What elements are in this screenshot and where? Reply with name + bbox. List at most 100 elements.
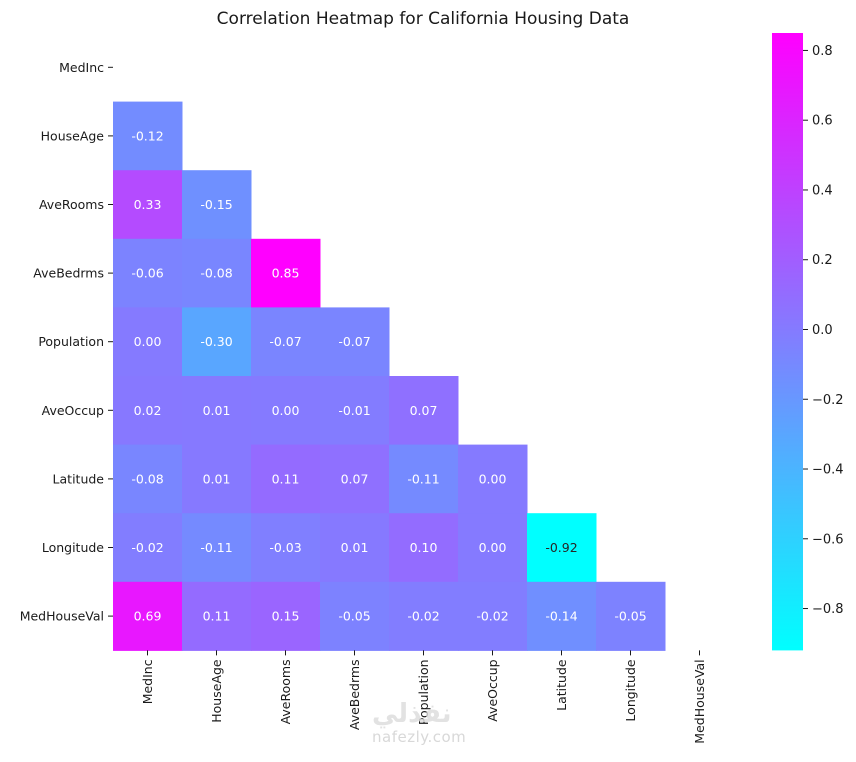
cell-label: 0.01 (203, 471, 231, 486)
cell-label: 0.00 (134, 334, 162, 349)
y-tick-label: Longitude (42, 540, 104, 555)
cell-label: 0.11 (203, 609, 231, 624)
y-tick-label: Latitude (53, 471, 105, 486)
cell-label: -0.08 (131, 471, 163, 486)
heatmap-cell (113, 513, 183, 583)
colorbar-tick-label: −0.6 (812, 532, 844, 547)
cell-label: -0.02 (407, 609, 439, 624)
x-tick-label: Population (416, 659, 431, 725)
cell-label: 0.85 (272, 266, 300, 281)
y-tick-label: Population (38, 334, 104, 349)
heatmap-cell (182, 581, 252, 651)
cell-label: 0.00 (272, 403, 300, 418)
colorbar-tick-label: 0.8 (812, 44, 833, 59)
chart-title: Correlation Heatmap for California Housi… (217, 9, 630, 29)
cell-label: -0.07 (269, 334, 301, 349)
cell-label: 0.00 (479, 471, 507, 486)
colorbar-tick-label: 0.4 (812, 183, 833, 198)
heatmap-cell (458, 444, 528, 514)
heatmap-cell (527, 581, 597, 651)
heatmap-cell (182, 170, 252, 240)
y-tick-label: AveOccup (42, 403, 104, 418)
heatmap-cell (113, 101, 183, 171)
heatmap-cell (182, 238, 252, 308)
watermark-arabic: نفذلي (372, 699, 452, 729)
x-tick-label: AveRooms (278, 659, 293, 724)
cell-label: -0.11 (407, 471, 439, 486)
watermark-latin: nafezly.com (372, 728, 467, 746)
cell-label: -0.03 (269, 540, 301, 555)
heatmap-cell (182, 307, 252, 377)
heatmap-cell (389, 444, 459, 514)
heatmap-cell (113, 170, 183, 240)
heatmap-cell (320, 513, 390, 583)
cell-label: 0.10 (410, 540, 438, 555)
heatmap-cell (251, 444, 321, 514)
heatmap-cell (458, 581, 528, 651)
x-tick-label: Latitude (554, 659, 569, 711)
cell-label: 0.02 (134, 403, 162, 418)
y-tick-label: MedInc (59, 60, 104, 75)
x-tick-label: Longitude (623, 659, 638, 721)
cell-label: 0.15 (272, 609, 300, 624)
y-axis: MedInc HouseAge AveRooms AveBedrms Populatio… (20, 60, 113, 624)
watermark: نفذلي nafezly.com (372, 700, 466, 746)
cell-label: -0.02 (476, 609, 508, 624)
cell-label: 0.69 (134, 609, 162, 624)
heatmap-cell (596, 581, 666, 651)
x-tick-label: HouseAge (209, 659, 224, 723)
cell-label: -0.05 (614, 609, 646, 624)
cell-label: -0.08 (200, 266, 232, 281)
heatmap-cell (320, 376, 390, 446)
y-tick-label: AveRooms (39, 197, 104, 212)
heatmap-cells: -0.12 0.33 -0.15 -0.06 -0.08 0.85 0.00 -0.30 -0.… (113, 101, 666, 651)
colorbar-tick-label: −0.4 (812, 463, 844, 478)
heatmap-cell (182, 513, 252, 583)
cell-label: -0.92 (545, 540, 577, 555)
colorbar-gradient (772, 33, 803, 651)
cell-label: 0.07 (341, 471, 369, 486)
cell-label: 0.01 (203, 403, 231, 418)
cell-label: -0.06 (131, 266, 163, 281)
x-axis: MedInc HouseAge AveRooms AveBedrms Populatio… (140, 650, 707, 744)
heatmap-cell (113, 444, 183, 514)
colorbar-tick-label: −0.8 (812, 602, 844, 617)
heatmap-cell (251, 513, 321, 583)
heatmap-cell (251, 238, 321, 308)
cell-label: 0.01 (341, 540, 369, 555)
heatmap-cell (251, 307, 321, 377)
cell-label: -0.02 (131, 540, 163, 555)
heatmap-cell (389, 581, 459, 651)
colorbar-tick-label: 0.6 (812, 114, 833, 129)
y-tick-label: MedHouseVal (20, 609, 104, 624)
cell-label: 0.11 (272, 471, 300, 486)
cell-label: -0.15 (200, 197, 232, 212)
colorbar: 0.8 0.6 0.4 0.2 0.0 −0.2 −0.4 −0.6 −0.8 (772, 33, 844, 651)
heatmap-cell (113, 307, 183, 377)
heatmap-cell (113, 581, 183, 651)
cell-label: 0.33 (134, 197, 162, 212)
cell-label: -0.11 (200, 540, 232, 555)
cell-label: 0.00 (479, 540, 507, 555)
x-tick-label: AveOccup (485, 659, 500, 721)
heatmap-cell (251, 581, 321, 651)
heatmap-cell (182, 376, 252, 446)
cell-label: -0.07 (338, 334, 370, 349)
colorbar-tick-label: 0.2 (812, 253, 833, 268)
colorbar-tick-label: 0.0 (812, 323, 833, 338)
heatmap-cell (320, 581, 390, 651)
x-tick-label: AveBedrms (347, 659, 362, 730)
y-tick-label: AveBedrms (33, 266, 104, 281)
cell-label: 0.07 (410, 403, 438, 418)
heatmap-cell (251, 376, 321, 446)
heatmap-cell (320, 444, 390, 514)
colorbar-tick-label: −0.2 (812, 393, 844, 408)
heatmap-cell (458, 513, 528, 583)
cell-label: -0.30 (200, 334, 232, 349)
heatmap-cell (320, 307, 390, 377)
heatmap-cell (389, 376, 459, 446)
heatmap-cell (113, 376, 183, 446)
x-tick-label: MedInc (140, 659, 155, 704)
cell-label: -0.05 (338, 609, 370, 624)
